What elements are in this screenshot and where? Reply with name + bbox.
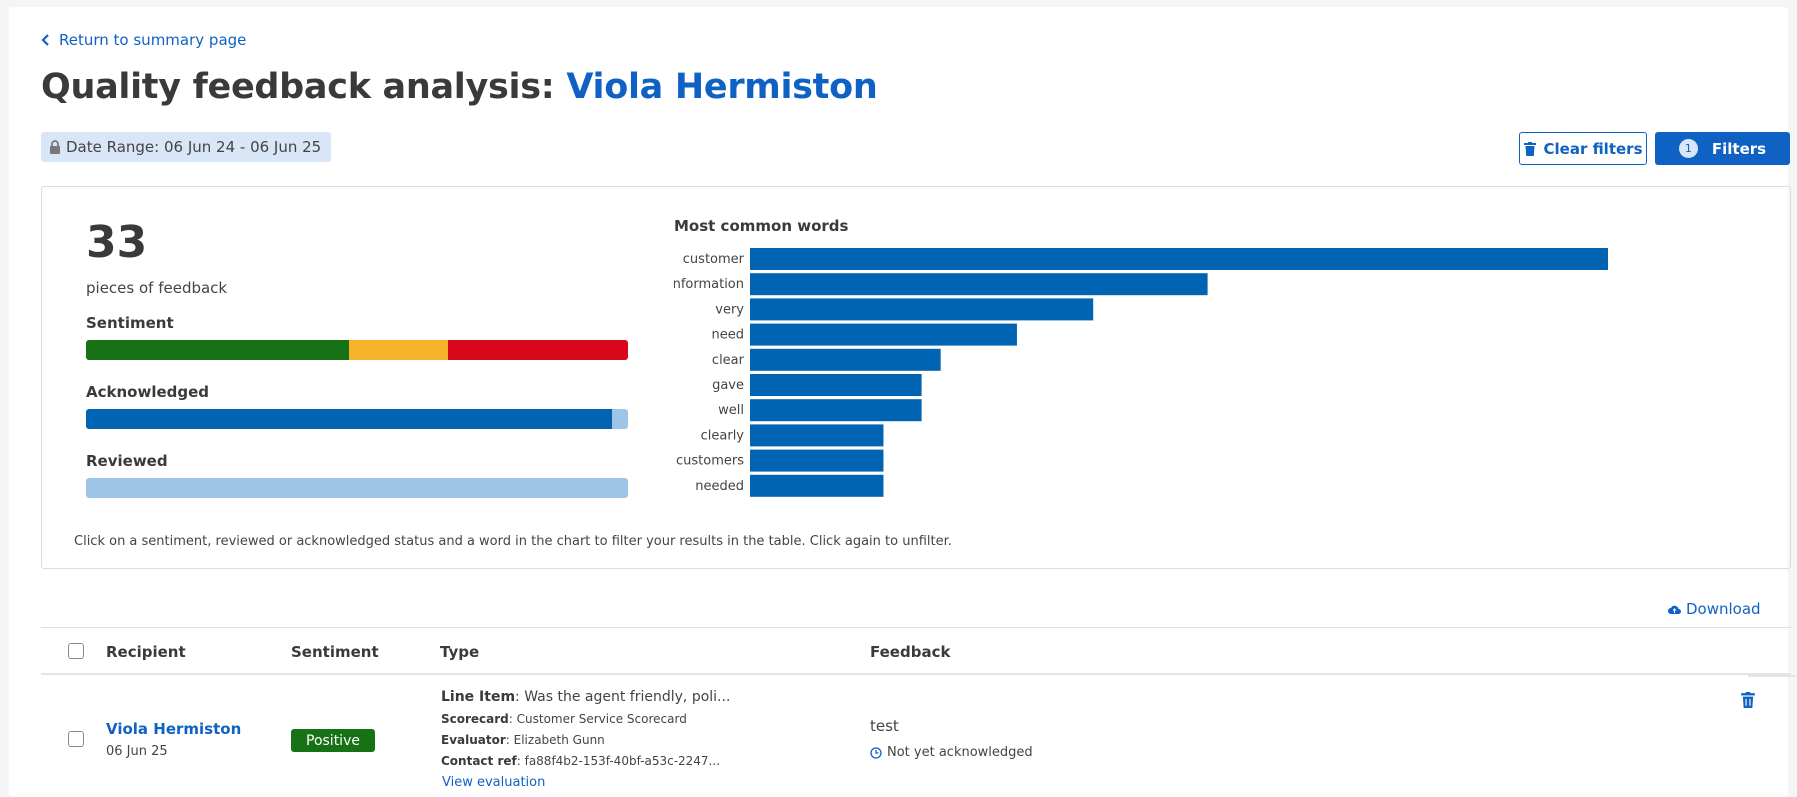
recipient-link[interactable]: Viola Hermiston bbox=[106, 720, 242, 738]
word-label-gave[interactable]: gave bbox=[712, 378, 744, 393]
evaluator-text: Evaluator: Elizabeth Gunn bbox=[441, 733, 605, 747]
word-bar-customers[interactable] bbox=[750, 449, 884, 472]
word-label-customers[interactable]: customers bbox=[676, 454, 744, 469]
acknowledgement-status: Not yet acknowledged bbox=[870, 745, 1033, 760]
row-divider bbox=[1748, 675, 1796, 677]
column-header-type[interactable]: Type bbox=[440, 643, 480, 661]
reviewed-bar bbox=[86, 478, 628, 498]
not-reviewed-segment[interactable] bbox=[86, 478, 628, 498]
table-header: Recipient Sentiment Type Feedback bbox=[41, 627, 1791, 675]
acknowledged-segment[interactable] bbox=[86, 409, 612, 429]
trash-icon bbox=[1523, 141, 1536, 156]
word-bar-gave[interactable] bbox=[750, 374, 922, 396]
date-range-label: Date Range: 06 Jun 24 - 06 Jun 25 bbox=[66, 138, 322, 156]
feedback-text: test bbox=[870, 717, 899, 735]
chart-title: Most common words bbox=[674, 217, 849, 235]
clock-icon bbox=[870, 746, 882, 759]
line-item-key: Line Item bbox=[441, 689, 516, 705]
download-label: Download bbox=[1686, 600, 1761, 618]
feedback-count: 33 bbox=[86, 217, 148, 268]
view-evaluation-link[interactable]: View evaluation bbox=[442, 775, 546, 790]
page-title-prefix: Quality feedback analysis: bbox=[41, 67, 567, 107]
contact-ref-key: Contact ref bbox=[441, 754, 517, 768]
column-header-sentiment[interactable]: Sentiment bbox=[291, 643, 379, 661]
clear-filters-button[interactable]: Clear filters bbox=[1519, 132, 1647, 165]
contact-ref-text: Contact ref: fa88f4b2-153f-40bf-a53c-224… bbox=[441, 754, 720, 768]
word-label-information[interactable]: information bbox=[674, 277, 744, 292]
sentiment-negative-segment[interactable] bbox=[447, 340, 628, 360]
word-label-clearly[interactable]: clearly bbox=[701, 428, 745, 443]
word-label-needed[interactable]: needed bbox=[695, 479, 744, 494]
scorecard-key: Scorecard bbox=[441, 712, 509, 726]
page-container: Return to summary page Quality feedback … bbox=[9, 7, 1796, 797]
page-title: Quality feedback analysis: Viola Hermist… bbox=[41, 67, 878, 107]
column-header-recipient[interactable]: Recipient bbox=[106, 643, 186, 661]
word-bar-information[interactable] bbox=[750, 273, 1208, 296]
lock-icon bbox=[50, 140, 60, 154]
back-link-label: Return to summary page bbox=[59, 31, 247, 49]
sentiment-neutral-segment[interactable] bbox=[348, 340, 448, 360]
sentiment-bar bbox=[86, 340, 628, 360]
filters-button[interactable]: 1 Filters bbox=[1655, 132, 1790, 165]
acknowledged-bar bbox=[86, 409, 628, 429]
scorecard-text: Scorecard: Customer Service Scorecard bbox=[441, 712, 687, 726]
acknowledged-label: Acknowledged bbox=[86, 383, 210, 401]
filter-hint: Click on a sentiment, reviewed or acknow… bbox=[74, 534, 952, 549]
reviewed-label: Reviewed bbox=[86, 452, 168, 470]
column-header-feedback[interactable]: Feedback bbox=[870, 643, 951, 661]
word-bar-clearly[interactable] bbox=[750, 424, 884, 447]
word-label-need[interactable]: need bbox=[712, 328, 745, 343]
select-all-checkbox[interactable] bbox=[68, 643, 84, 659]
word-bar-clear[interactable] bbox=[750, 348, 941, 371]
summary-panel: 33 pieces of feedback Sentiment Acknowle… bbox=[41, 186, 1791, 569]
cloud-upload-icon bbox=[1668, 605, 1681, 614]
table-row: Viola Hermiston 06 Jun 25 Positive Line … bbox=[41, 675, 1796, 797]
date-range-chip: Date Range: 06 Jun 24 - 06 Jun 25 bbox=[41, 132, 332, 162]
feedback-count-label: pieces of feedback bbox=[86, 279, 228, 297]
word-label-very[interactable]: very bbox=[715, 302, 744, 317]
filters-count-badge: 1 bbox=[1678, 139, 1698, 158]
word-bar-need[interactable] bbox=[750, 323, 1017, 346]
sentiment-positive-segment[interactable] bbox=[86, 340, 349, 360]
word-bar-needed[interactable] bbox=[750, 474, 884, 497]
word-bar-very[interactable] bbox=[750, 298, 1094, 321]
word-frequency-chart: customer information very need clear gave well… bbox=[674, 248, 1608, 497]
page-title-name: Viola Hermiston bbox=[566, 67, 878, 107]
acknowledgement-status-label: Not yet acknowledged bbox=[887, 745, 1033, 760]
word-label-clear[interactable]: clear bbox=[712, 353, 745, 368]
word-bar-well[interactable] bbox=[750, 399, 922, 422]
recipient-date: 06 Jun 25 bbox=[106, 744, 168, 759]
back-link[interactable]: Return to summary page bbox=[41, 31, 246, 49]
word-label-well[interactable]: well bbox=[718, 403, 744, 418]
filters-label: Filters bbox=[1711, 139, 1767, 158]
contact-ref-value: : fa88f4b2-153f-40bf-a53c-2247... bbox=[516, 754, 721, 768]
line-item-value: : Was the agent friendly, poli... bbox=[515, 689, 731, 705]
delete-row-trash-icon[interactable] bbox=[1741, 692, 1755, 708]
word-bar-customer[interactable] bbox=[750, 248, 1608, 270]
clear-filters-label: Clear filters bbox=[1543, 139, 1643, 158]
download-button[interactable]: Download bbox=[1668, 600, 1761, 618]
sentiment-label: Sentiment bbox=[86, 314, 174, 332]
word-label-customer[interactable]: customer bbox=[683, 252, 745, 267]
evaluator-value: : Elizabeth Gunn bbox=[505, 733, 605, 747]
not-acknowledged-segment[interactable] bbox=[611, 409, 628, 429]
row-checkbox[interactable] bbox=[68, 731, 84, 747]
line-item-text: Line Item: Was the agent friendly, poli.… bbox=[441, 689, 730, 705]
chevron-left-icon bbox=[41, 34, 49, 46]
evaluator-key: Evaluator bbox=[441, 733, 506, 747]
sentiment-badge: Positive bbox=[291, 729, 375, 752]
scorecard-value: : Customer Service Scorecard bbox=[508, 712, 687, 726]
